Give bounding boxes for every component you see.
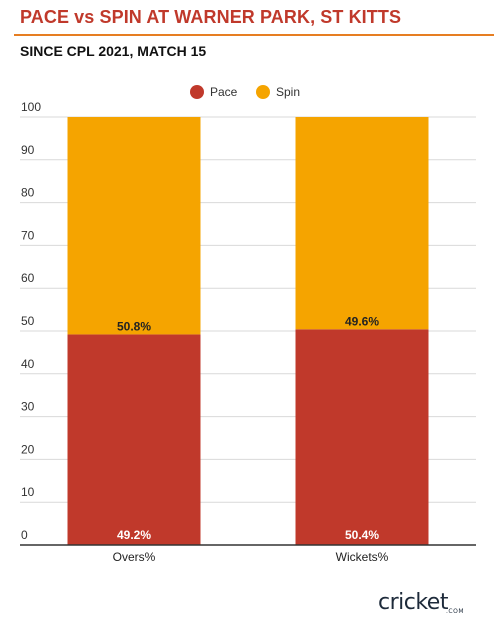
y-tick-label-40: 40 [21,357,35,371]
bar-pace-wickets [295,329,429,545]
bar-pace-overs [67,334,201,545]
data-label-pace-overs: 49.2% [117,528,151,542]
x-tick-label-overs: Overs% [113,550,156,564]
y-tick-label-100: 100 [21,100,41,114]
y-tick-label-0: 0 [21,528,28,542]
title-divider [14,34,494,36]
y-tick-label-20: 20 [21,442,35,456]
legend-label-pace: Pace [210,85,238,99]
x-tick-label-wickets: Wickets% [336,550,389,564]
logo-text: cricket [378,590,448,615]
y-tick-label-30: 30 [21,400,35,414]
chart-subtitle: SINCE CPL 2021, MATCH 15 [20,43,207,59]
y-tick-label-60: 60 [21,271,35,285]
cricket-com-logo: cricket [378,590,448,615]
bar-spin-overs [67,117,201,335]
y-tick-label-70: 70 [21,228,35,242]
data-label-pace-wickets: 50.4% [345,528,379,542]
y-tick-label-50: 50 [21,314,35,328]
logo-sub-text: .COM [446,608,464,615]
y-tick-label-10: 10 [21,485,35,499]
y-tick-label-90: 90 [21,143,35,157]
legend-label-spin: Spin [276,85,300,99]
y-tick-label-80: 80 [21,186,35,200]
bar-spin-wickets [295,117,429,330]
data-label-spin-wickets: 49.6% [345,314,379,328]
chart-title: PACE vs SPIN AT WARNER PARK, ST KITTS [20,7,402,27]
legend-marker-pace [190,85,204,99]
legend-marker-spin [256,85,270,99]
data-label-spin-overs: 50.8% [117,319,151,333]
